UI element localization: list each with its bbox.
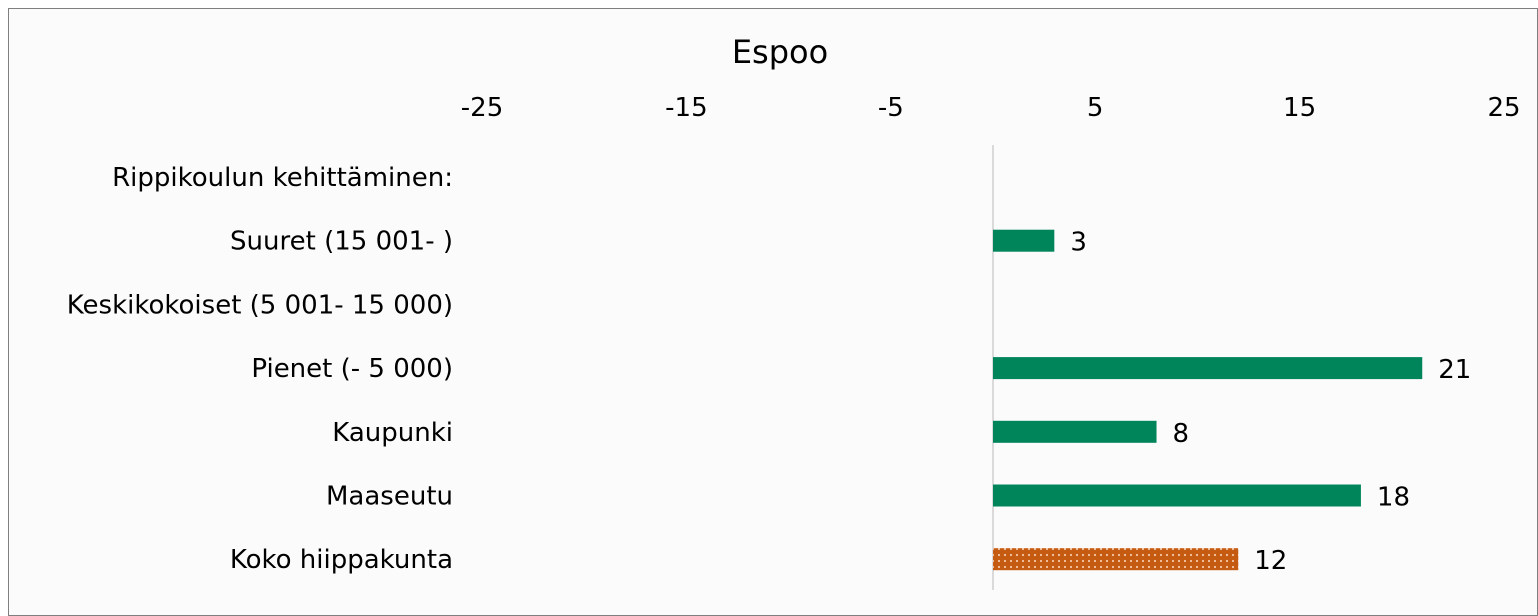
category-label: Keskikokoiset (5 001- 15 000) bbox=[67, 290, 453, 320]
bar bbox=[993, 484, 1361, 507]
category-labels: Rippikoulun kehittäminen: Suuret (15 001-… bbox=[67, 163, 453, 575]
value-label: 8 bbox=[1173, 419, 1190, 449]
bar-total bbox=[993, 548, 1239, 571]
x-tick-label: -5 bbox=[878, 93, 904, 123]
category-label: Pienet (- 5 000) bbox=[251, 354, 453, 384]
bar bbox=[993, 357, 1423, 380]
chart-frame bbox=[8, 8, 1538, 616]
category-label: Maaseutu bbox=[326, 482, 453, 512]
value-label: 21 bbox=[1438, 355, 1471, 385]
value-label: 3 bbox=[1070, 228, 1087, 258]
x-tick-label: 5 bbox=[1087, 93, 1104, 123]
category-label: Rippikoulun kehittäminen: bbox=[112, 163, 453, 193]
x-tick-label: -25 bbox=[461, 93, 503, 123]
value-labels: 3 21 8 18 12 bbox=[1070, 228, 1471, 577]
x-tick-label: 25 bbox=[1487, 93, 1520, 123]
chart-title: Espoo bbox=[732, 33, 828, 71]
category-label: Koko hiippakunta bbox=[230, 545, 453, 575]
x-axis-ticks: -25 -15 -5 5 15 25 bbox=[461, 93, 1521, 123]
x-tick-label: -15 bbox=[665, 93, 707, 123]
value-label: 18 bbox=[1377, 483, 1410, 513]
bar bbox=[993, 229, 1055, 252]
bar bbox=[993, 420, 1157, 443]
category-label: Suuret (15 001- ) bbox=[230, 227, 453, 257]
value-label: 12 bbox=[1254, 546, 1287, 576]
bars bbox=[993, 229, 1423, 571]
category-label: Kaupunki bbox=[332, 418, 453, 448]
x-tick-label: 15 bbox=[1283, 93, 1316, 123]
